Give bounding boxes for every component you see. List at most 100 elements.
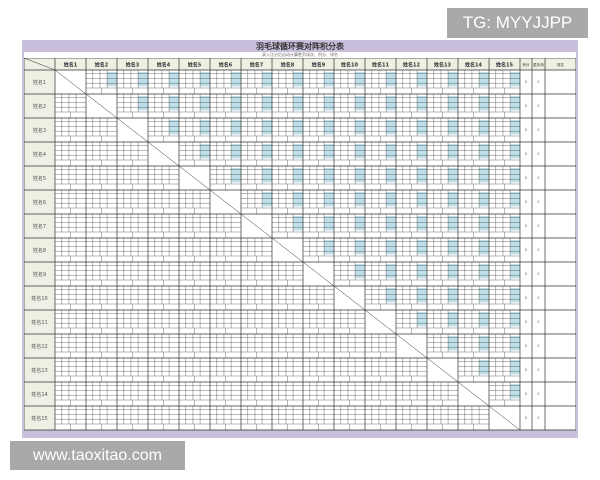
- summary-value: 0: [525, 392, 527, 396]
- summary-value: 0: [525, 272, 527, 276]
- score-cell: [417, 120, 427, 135]
- summary-value: 0: [537, 176, 539, 180]
- row-header-player: 姓名6: [33, 199, 46, 206]
- column-header-1: 胜负场: [533, 62, 544, 67]
- summary-value: 0: [537, 392, 539, 396]
- score-cell: [386, 144, 396, 159]
- score-cell: [479, 120, 489, 135]
- score-cell: [510, 312, 520, 327]
- score-cell: [386, 96, 396, 111]
- summary-value: 0: [537, 344, 539, 348]
- row-header-player: 姓名1: [33, 79, 46, 86]
- sheet-title: 羽毛球循环赛对阵积分表: [256, 42, 344, 51]
- score-cell: [293, 72, 303, 87]
- score-cell: [355, 120, 365, 135]
- row-header-player: 姓名8: [33, 247, 46, 254]
- score-cell: [355, 72, 365, 87]
- row-header-player: 姓名15: [31, 415, 47, 422]
- column-header-player: 姓名1: [63, 62, 78, 69]
- summary-value: 0: [537, 128, 539, 132]
- score-cell: [417, 72, 427, 87]
- score-cell: [200, 72, 210, 87]
- diagonal-cell: [116, 117, 149, 143]
- score-cell: [448, 96, 458, 111]
- score-cell: [231, 120, 241, 135]
- column-header-player: 姓名11: [371, 62, 389, 69]
- watermark-top: TG: MYYJJPP: [447, 8, 588, 38]
- score-cell: [355, 168, 365, 183]
- score-cell: [355, 144, 365, 159]
- column-header-player: 姓名3: [125, 62, 140, 69]
- summary-value: 0: [525, 344, 527, 348]
- score-cell: [479, 192, 489, 207]
- score-cell: [324, 168, 334, 183]
- score-cell: [355, 216, 365, 231]
- column-header-player: 姓名5: [187, 62, 202, 69]
- score-cell: [510, 72, 520, 87]
- watermark-bottom: www.taoxitao.com: [10, 441, 185, 470]
- score-cell: [510, 96, 520, 111]
- summary-value: 0: [537, 80, 539, 84]
- summary-value: 0: [537, 200, 539, 204]
- score-cell: [417, 144, 427, 159]
- header-row: [24, 58, 576, 70]
- column-header-player: 姓名9: [311, 62, 326, 69]
- score-cell: [479, 168, 489, 183]
- summary-value: 0: [525, 320, 527, 324]
- score-cell: [293, 216, 303, 231]
- score-cell: [231, 144, 241, 159]
- summary-value: 0: [525, 416, 527, 420]
- row-header-player: 姓名3: [33, 127, 46, 134]
- diagonal-cell: [54, 69, 87, 95]
- score-cell: [355, 240, 365, 255]
- score-cell: [386, 120, 396, 135]
- score-cell: [386, 72, 396, 87]
- score-cell: [355, 264, 365, 279]
- score-cell: [479, 312, 489, 327]
- sheet-note: 录入比分后自动计算胜负场次、积分、排名: [24, 52, 576, 58]
- diagonal-cell: [147, 141, 180, 167]
- score-cell: [448, 336, 458, 351]
- spreadsheet: 羽毛球循环赛对阵积分表 录入比分后自动计算胜负场次、积分、排名 姓名1 姓名1 姓名…: [22, 40, 578, 438]
- score-cell: [386, 264, 396, 279]
- score-cell: [200, 96, 210, 111]
- score-cell: [324, 240, 334, 255]
- summary-value: 0: [525, 128, 527, 132]
- corner-diagonal: [24, 58, 56, 71]
- summary-value: 0: [537, 152, 539, 156]
- summary-value: 0: [537, 272, 539, 276]
- summary-value: 0: [525, 200, 527, 204]
- row-header-player: 姓名10: [31, 295, 47, 302]
- score-cell: [324, 96, 334, 111]
- diagonal-cell: [426, 357, 459, 383]
- score-cell: [386, 168, 396, 183]
- row-header-player: 姓名12: [31, 343, 47, 350]
- summary-value: 0: [525, 152, 527, 156]
- summary-value: 0: [537, 368, 539, 372]
- diagonal-cell: [395, 333, 428, 359]
- score-cell: [293, 168, 303, 183]
- diagonal-cell: [271, 237, 304, 263]
- score-cell: [324, 144, 334, 159]
- score-cell: [479, 336, 489, 351]
- score-cell: [262, 144, 272, 159]
- score-grid: 姓名1 姓名1 姓名2 姓名2 姓名3 姓名3 姓名4 姓名4 姓名5 姓名5 姓名6 姓名6 姓名7 姓…: [24, 58, 576, 431]
- score-cell: [293, 96, 303, 111]
- score-cell: [479, 144, 489, 159]
- name-column: [24, 70, 55, 430]
- score-cell: [169, 120, 179, 135]
- score-cell: [448, 264, 458, 279]
- row-header-player: 姓名4: [33, 151, 46, 158]
- diagonal-cell: [240, 213, 273, 239]
- score-cell: [479, 96, 489, 111]
- score-cell: [386, 192, 396, 207]
- score-cell: [417, 96, 427, 111]
- score-cell: [417, 312, 427, 327]
- column-header-player: 姓名4: [156, 62, 171, 69]
- column-header-player: 姓名8: [280, 62, 295, 69]
- score-cell: [355, 192, 365, 207]
- score-cell: [510, 216, 520, 231]
- diagonal-cell: [457, 381, 490, 407]
- score-cell: [169, 72, 179, 87]
- score-cell: [510, 264, 520, 279]
